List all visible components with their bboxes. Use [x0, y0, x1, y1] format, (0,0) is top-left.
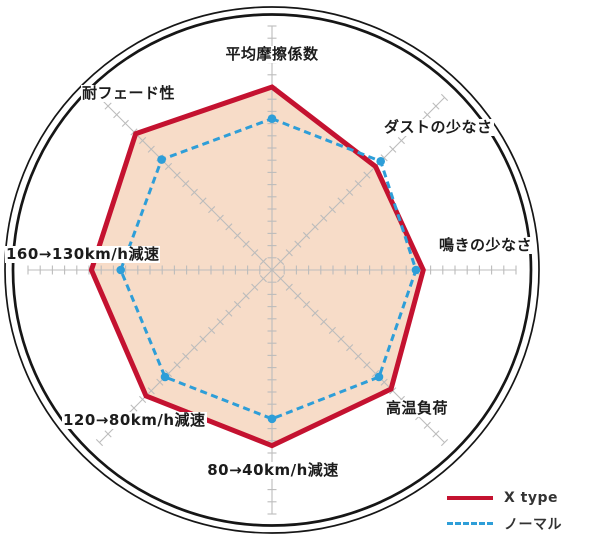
legend: X type ノーマル: [447, 489, 562, 533]
axis-label-high-temp-load: 高温負荷: [385, 399, 450, 418]
normal-dashed-line-swatch: [447, 522, 493, 525]
axis-label-decel-160-130: 160→130km/h減速: [5, 245, 161, 264]
axis-label-low-noise: 鳴きの少なさ: [438, 236, 534, 255]
legend-item-x-type: X type: [447, 489, 562, 506]
axis-label-fade-resistance: 耐フェード性: [81, 84, 177, 103]
x-type-line-swatch: [447, 495, 493, 500]
legend-label-normal: ノーマル: [504, 516, 562, 533]
axis-label-low-dust: ダストの少なさ: [383, 118, 494, 137]
legend-label-x-type: X type: [504, 489, 559, 506]
axis-label-decel-80-40: 80→40km/h減速: [206, 461, 340, 480]
axis-label-decel-120-80: 120→80km/h減速: [62, 411, 207, 430]
axis-label-avg-friction: 平均摩擦係数: [224, 45, 320, 64]
legend-item-normal: ノーマル: [447, 515, 562, 533]
